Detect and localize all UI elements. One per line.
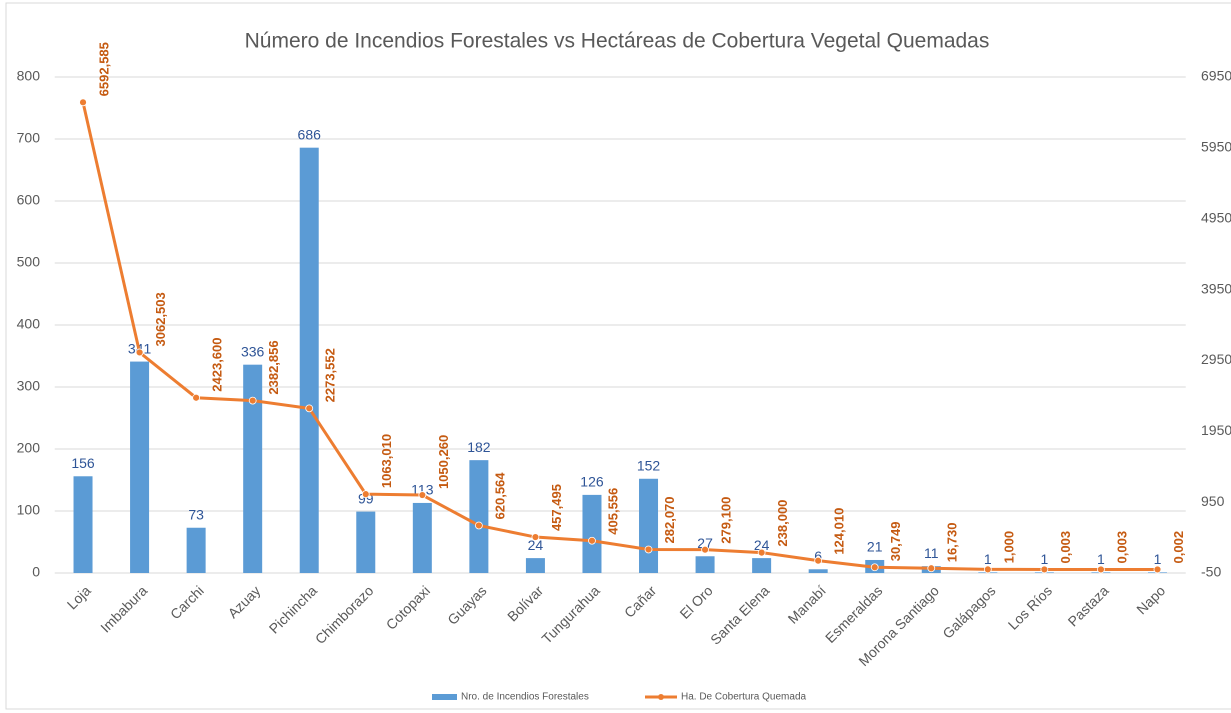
line-marker <box>588 536 596 545</box>
bar <box>299 147 319 573</box>
chart-title: Número de Incendios Forestales vs Hectár… <box>245 30 990 53</box>
line-marker <box>1097 565 1105 574</box>
line-value-label: 6592,585 <box>96 42 111 96</box>
y2-tick-label: -50 <box>1201 564 1221 580</box>
bar-value-label: 336 <box>241 343 265 359</box>
bar <box>186 527 206 573</box>
line-marker <box>79 98 87 107</box>
line-value-label: 0,003 <box>1058 531 1073 564</box>
line-marker <box>135 348 144 357</box>
bar <box>356 511 376 573</box>
legend-swatch <box>432 694 457 700</box>
line-marker <box>927 564 936 573</box>
bar-value-label: 1 <box>1097 551 1105 567</box>
bar-value-label: 686 <box>298 126 322 142</box>
line-value-label: 2423,600 <box>210 337 225 391</box>
y-tick-label: 200 <box>17 440 41 456</box>
y2-tick-label: 2950 <box>1201 351 1231 367</box>
line-marker <box>361 490 370 499</box>
bar-value-label: 27 <box>697 535 713 551</box>
line-marker <box>644 545 653 554</box>
bar-value-label: 21 <box>867 539 883 555</box>
bar-value-label: 152 <box>637 457 661 473</box>
bar-value-label: 126 <box>580 474 604 490</box>
line-marker <box>870 563 879 572</box>
bar <box>808 569 828 573</box>
line-marker <box>983 565 992 574</box>
y2-tick-label: 3950 <box>1201 280 1231 296</box>
line-value-label: 3062,503 <box>153 292 168 346</box>
y-tick-label: 400 <box>17 316 41 332</box>
line-value-label: 2273,552 <box>323 348 338 402</box>
line-value-label: 1063,010 <box>379 434 394 488</box>
bar <box>639 478 659 573</box>
bar-value-label: 1 <box>1040 551 1048 567</box>
bar <box>695 556 715 573</box>
bar <box>752 558 772 573</box>
y2-tick-label: 1950 <box>1201 422 1231 438</box>
line-marker <box>1040 565 1049 574</box>
line-value-label: 282,070 <box>662 496 677 543</box>
y-tick-label: 300 <box>17 378 41 394</box>
line-value-label: 279,100 <box>719 497 734 544</box>
bar-value-label: 6 <box>814 548 822 564</box>
bar <box>130 361 150 573</box>
line <box>81 101 1158 571</box>
y-tick-label: 100 <box>17 502 41 518</box>
line-marker <box>474 521 483 530</box>
line-marker <box>701 545 709 554</box>
legend-label: Nro. de Incendios Forestales <box>461 692 589 703</box>
line-value-label: 405,556 <box>605 488 620 535</box>
bar-value-label: 73 <box>188 506 204 522</box>
y2-tick-label: 4950 <box>1201 209 1231 225</box>
line-value-label: 1050,260 <box>436 435 451 489</box>
bar-value-label: 11 <box>924 545 939 561</box>
line-value-label: 0,002 <box>1171 531 1186 564</box>
bar <box>243 364 263 573</box>
line-value-label: 1,000 <box>1001 531 1016 564</box>
line-value-label: 124,010 <box>832 508 847 555</box>
legend-swatch <box>658 694 664 700</box>
line-marker <box>757 548 766 557</box>
bar <box>412 502 432 573</box>
bar <box>525 558 545 573</box>
bar <box>469 460 489 573</box>
bar <box>73 476 93 573</box>
y-tick-label: 0 <box>32 564 40 580</box>
bar-value-label: 1 <box>984 551 992 567</box>
bar-value-label: 24 <box>528 537 544 553</box>
line-marker <box>814 556 823 565</box>
y2-tick-label: 950 <box>1201 493 1225 509</box>
line-marker <box>192 393 201 402</box>
line-marker <box>305 404 314 413</box>
line-marker <box>248 396 257 405</box>
chart-border <box>5 2 1231 710</box>
bar-value-label: 1 <box>1154 551 1162 567</box>
legend-label: Ha. De Cobertura Quemada <box>681 692 807 703</box>
line-marker <box>418 491 427 499</box>
y-tick-label: 800 <box>17 68 41 84</box>
line-value-label: 620,564 <box>492 472 507 520</box>
line-value-label: 2382,856 <box>266 340 281 394</box>
y2-tick-label: 5950 <box>1201 139 1231 155</box>
line-marker <box>531 533 540 541</box>
line-value-label: 0,003 <box>1114 531 1129 564</box>
y-tick-label: 500 <box>17 254 41 270</box>
y-tick-label: 700 <box>17 130 41 146</box>
line-value-label: 30,749 <box>888 522 903 562</box>
bar <box>582 494 602 573</box>
bar-value-label: 182 <box>467 439 491 455</box>
line-value-label: 457,495 <box>549 484 564 531</box>
y2-tick-label: 6950 <box>1201 68 1231 84</box>
bar-value-label: 24 <box>754 537 770 553</box>
line-marker <box>1153 565 1162 574</box>
line-value-label: 238,000 <box>775 500 790 547</box>
y-tick-label: 600 <box>17 192 41 208</box>
bar-value-label: 156 <box>71 455 95 471</box>
line-value-label: 16,730 <box>945 523 960 563</box>
